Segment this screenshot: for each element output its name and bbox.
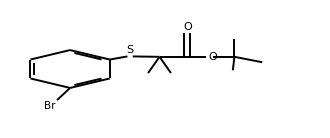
Text: O: O [209, 52, 217, 62]
Text: O: O [183, 22, 192, 32]
Text: Br: Br [44, 101, 55, 111]
Text: S: S [126, 46, 134, 55]
